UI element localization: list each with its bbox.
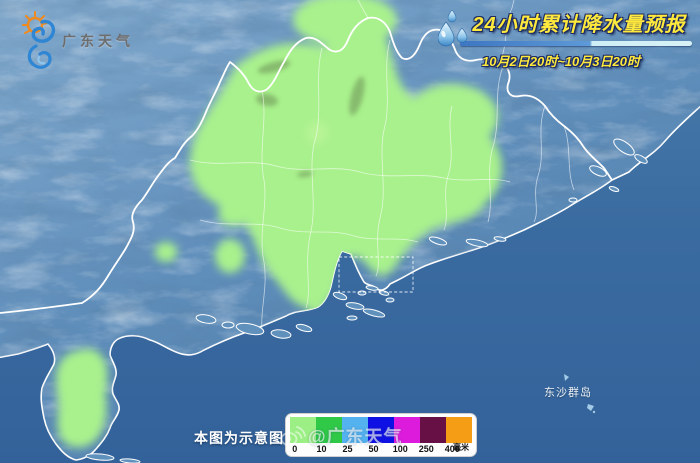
legend-tick-label: 10	[316, 444, 327, 454]
watermark-text: @广东天气	[308, 427, 403, 447]
dongsha-label: 东沙群岛	[544, 387, 592, 399]
watermark: @广东天气	[280, 423, 403, 449]
legend-tick-label: 25	[342, 444, 353, 454]
raindrops-icon	[438, 10, 468, 47]
brand-name: 广东天气	[62, 33, 134, 49]
sun-swirl-logo-icon	[22, 11, 56, 69]
legend-swatch-50	[368, 417, 394, 443]
city-boundaries	[189, 0, 575, 331]
legend-swatch-250	[420, 417, 446, 443]
legend-swatch-100	[394, 417, 420, 443]
page-title: 24小时累计降水量预报	[472, 14, 686, 36]
legend-tick-label: 100	[392, 444, 408, 454]
title-block: 24小时累计降水量预报 10月2日20时~10月3日20时	[432, 8, 698, 70]
brand-logo: 广东天气	[22, 10, 222, 80]
legend-swatch-10	[316, 417, 342, 443]
legend-tick-label: 0	[292, 444, 298, 454]
dongsha-islands	[564, 374, 596, 414]
province-border	[0, 16, 613, 314]
legend-tick-label: 400	[444, 444, 460, 454]
weibo-icon	[280, 426, 306, 446]
legend-unit: 毫米	[453, 443, 469, 452]
legend-swatch-25	[342, 417, 368, 443]
rain-overlay	[56, 0, 502, 448]
legend-labels: 毫米 0 10 25 50 100 250 400	[290, 443, 472, 455]
disclaimer-text: 本图为示意图	[194, 430, 284, 446]
legend-tick-label: 250	[418, 444, 434, 454]
dashed-region-box	[338, 256, 414, 293]
forecast-date-range: 10月2日20时~10月3日20时	[482, 54, 640, 69]
legend-tick-label: 50	[368, 444, 379, 454]
title-underline-bar	[460, 41, 692, 46]
legend-swatch-400	[446, 417, 472, 443]
